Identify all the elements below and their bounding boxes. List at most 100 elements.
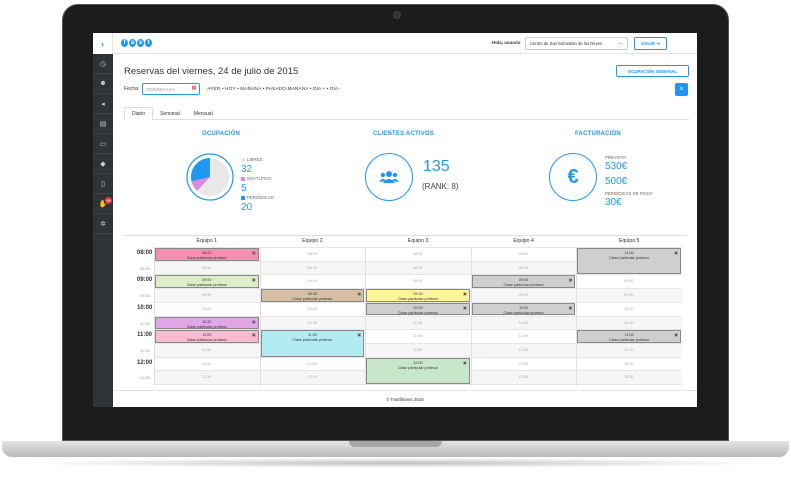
calendar-slot[interactable]: 09:00 (307, 279, 317, 284)
half-hour-label: 12:30 (140, 375, 151, 381)
occupancy-title: OCUPACIÓN (202, 131, 241, 137)
booking-event[interactable]: ▣ 09:00 Clase particular profesor (155, 275, 259, 289)
tab-weekly[interactable]: Semanal (160, 110, 180, 117)
calendar-slot[interactable]: 08:00 (518, 252, 529, 256)
calendar-slot[interactable]: 08:00 (307, 252, 317, 256)
calendar-slot[interactable]: 09:00 (624, 279, 634, 284)
column-divider (576, 247, 578, 386)
sidebar-item-documents[interactable]: ▯ (93, 174, 113, 194)
event-time: 10:30 (202, 319, 212, 324)
billing-title: FACTURACIÓN (575, 131, 621, 137)
calendar-slot[interactable]: 10:30 (518, 320, 529, 325)
greeting: Hola, usuario (492, 40, 521, 45)
sidebar-item-clients[interactable]: ☻ (93, 74, 113, 94)
half-hour-label: 08:30 (140, 265, 151, 271)
lock-icon: ▣ (357, 291, 362, 297)
half-hour-label: 10:30 (140, 320, 151, 326)
calendar-slot[interactable]: 10:00 (201, 306, 212, 311)
event-time: 09:00 (202, 278, 212, 283)
calendar-row (154, 356, 682, 371)
booking-event[interactable]: ▣ 12:00 Clase particular profesor (366, 357, 470, 384)
half-hour-label: 09:30 (140, 293, 151, 299)
sidebar-item-dashboard[interactable]: ◷ (93, 54, 113, 74)
booking-event[interactable]: ▣ 09:00 Clase particular profesor (471, 275, 576, 289)
calendar-slot[interactable]: 11:30 (413, 347, 423, 352)
calendar-slot[interactable]: 09:30 (624, 293, 634, 298)
calendar-slot[interactable]: 08:30 (201, 265, 212, 270)
sidebar-toggle[interactable]: › (93, 33, 113, 54)
sidebar-item-screen[interactable]: ▭ (93, 134, 113, 154)
calendar-row (154, 329, 682, 343)
calendar-slot[interactable]: 12:30 (307, 375, 317, 380)
calendar-slot[interactable]: 11:00 (413, 334, 423, 339)
page-title: Reservas del viernes, 24 de julio de 201… (124, 66, 299, 77)
booking-event[interactable]: ▣ 09:30 Clase particular profesor (260, 289, 365, 302)
lock-icon: ▣ (568, 304, 573, 310)
event-label: Clase particular profesor (397, 365, 439, 370)
calendar-slot[interactable]: 11:30 (201, 347, 212, 352)
calendar-slot[interactable]: 10:00 (624, 306, 634, 311)
periodicas-label: PERIÓDICAS: (247, 195, 275, 200)
event-time: 09:30 (307, 292, 317, 297)
calendar-slot[interactable]: 09:30 (518, 293, 529, 298)
calendar-slot[interactable]: 09:30 (201, 293, 212, 298)
top-bar: f a s t (113, 33, 697, 54)
booking-event[interactable]: ▣ 11:00 Clase particular profesor (155, 330, 259, 343)
calendar-row (154, 260, 682, 275)
calendar-slot[interactable]: 12:00 (201, 361, 212, 366)
exit-button[interactable]: SALIR ⇥ (634, 37, 667, 50)
document-icon: ▯ (101, 180, 105, 188)
event-time: 10:00 (518, 305, 529, 310)
calendar-slot[interactable]: 11:30 (624, 347, 634, 352)
booking-event[interactable]: ▣ 08:00 Clase particular profesor (155, 248, 259, 261)
calendar-slot[interactable]: 08:30 (412, 265, 423, 270)
calendar-slot[interactable]: 11:30 (518, 347, 528, 352)
periodicas-pago-label: PERIÓDICAS DE PAGO: (605, 191, 654, 196)
booking-event[interactable]: ▣ 09:30 Clase particular profesor (366, 289, 470, 302)
booking-event[interactable]: ▣ 11:00 Clase particular profesor (577, 248, 681, 275)
app-logo[interactable]: f a s t (121, 39, 152, 47)
calendar-slot[interactable]: 10:30 (307, 320, 317, 325)
column-divider (259, 247, 261, 386)
weekly-occupancy-button[interactable]: OCUPACIÓN SEMANAL (616, 65, 689, 77)
clock-icon: ◷ (99, 60, 107, 68)
calendar-slot[interactable]: 08:30 (307, 265, 317, 270)
calendar-slot[interactable]: 12:00 (624, 361, 634, 366)
quick-date-links[interactable]: AYER • HOY • MAÑANA • PASADO MAÑANA • DÍ… (207, 86, 342, 92)
sidebar-item-settings[interactable]: ✲ (93, 214, 113, 234)
calendar-slot[interactable]: 12:00 (307, 361, 317, 366)
calendar-slot[interactable]: 08:00 (412, 252, 423, 256)
booking-event[interactable]: ▣ 11:00 Clase particular profesor (577, 330, 681, 343)
sidebar-item-back[interactable]: ◂ (93, 94, 113, 114)
center-select[interactable]: Centro de San Sebastián de los Reyes ⌄ (525, 37, 628, 50)
calendar-slot[interactable]: 12:30 (201, 375, 212, 380)
booking-event[interactable]: ▣ 10:00 Clase particular profesor (366, 302, 470, 316)
footer: © Fastfitness 2016 (113, 390, 697, 407)
booking-event[interactable]: ▣ 11:00 Clase particular profesor (260, 330, 365, 357)
clients-rank: (RANK: 8) (422, 182, 459, 191)
calendar-slot[interactable]: 10:30 (624, 320, 634, 325)
sidebar-item-products[interactable]: ◆ (93, 154, 113, 174)
close-icon: × (679, 86, 684, 93)
event-label: Clase particular profesor (397, 297, 439, 302)
booking-event[interactable]: ▣ 10:30 Clase particular profesor (155, 316, 259, 330)
calendar-slot[interactable]: 11:00 (518, 334, 528, 339)
calendar-slot[interactable]: 12:30 (518, 375, 529, 380)
calendar-slot[interactable]: 08:30 (518, 265, 529, 270)
calendar-slot[interactable]: 09:00 (412, 279, 423, 284)
legend-libres: LIBRES: (241, 157, 263, 162)
date-input[interactable]: DD/MM/AAAA ▦ (142, 83, 201, 95)
booking-event[interactable]: ▣ 10:00 Clase particular profesor (471, 302, 576, 316)
sidebar-item-store[interactable]: ▤ (93, 114, 113, 134)
close-button[interactable]: × (675, 83, 688, 96)
event-time: 08:00 (202, 251, 212, 255)
gratuitas-value: 5 (241, 183, 247, 194)
tab-monthly[interactable]: Mensual (193, 110, 213, 117)
calendar-slot[interactable]: 10:30 (412, 320, 423, 325)
calendar-slot[interactable]: 10:00 (307, 306, 317, 311)
clients-title: CLIENTES ACTIVOS (373, 131, 434, 137)
calendar-slot[interactable]: 12:30 (624, 375, 634, 380)
calendar-slot[interactable]: 12:00 (518, 361, 529, 366)
tab-daily[interactable]: Diario (124, 107, 154, 120)
sidebar-item-alerts[interactable]: ✋ 99 (93, 194, 113, 214)
